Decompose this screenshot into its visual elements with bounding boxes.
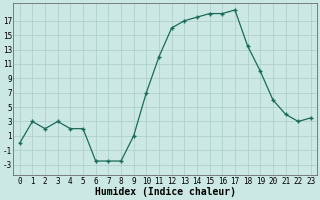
X-axis label: Humidex (Indice chaleur): Humidex (Indice chaleur) [95,187,236,197]
